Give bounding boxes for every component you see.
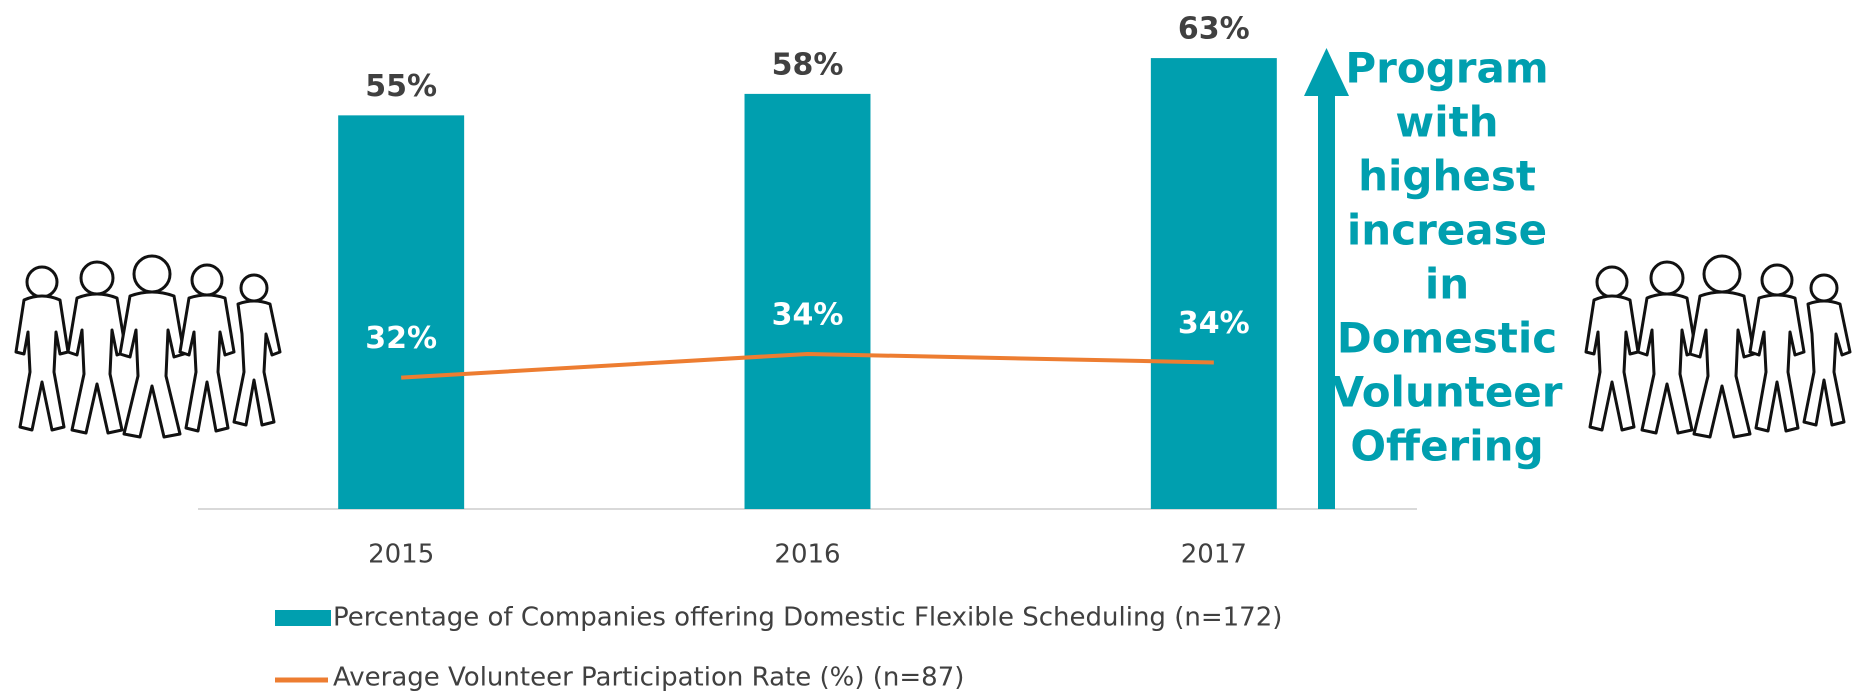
bar-value-label: 63% <box>1178 12 1250 47</box>
bar <box>338 115 465 509</box>
annotation-line: Volunteer <box>1331 368 1562 417</box>
line-value-label: 34% <box>1178 306 1250 341</box>
line-value-label: 34% <box>772 297 844 332</box>
legend-label: Percentage of Companies offering Domesti… <box>333 603 1282 633</box>
bar-value-label: 55% <box>365 69 437 104</box>
increase-arrow <box>1304 48 1349 509</box>
arrow-head <box>1304 48 1349 96</box>
legend-label: Average Volunteer Participation Rate (%)… <box>333 663 964 691</box>
people-icon <box>14 254 282 439</box>
line <box>401 351 1214 380</box>
x-tick-label: 2016 <box>774 540 840 570</box>
annotation-line: in <box>1425 260 1469 309</box>
x-tick-label: 2015 <box>368 540 434 570</box>
annotation-line: Domestic <box>1337 314 1557 363</box>
annotation-line: with <box>1395 98 1498 147</box>
people-icon <box>1584 254 1852 439</box>
x-tick-label: 2017 <box>1181 540 1247 570</box>
bar <box>1150 58 1277 509</box>
legend-swatch <box>275 610 331 626</box>
bar <box>744 93 871 509</box>
arrow-shaft <box>1318 95 1335 509</box>
annotation-line: increase <box>1347 206 1547 255</box>
annotation-line: highest <box>1358 152 1536 201</box>
annotation-line: Offering <box>1350 422 1543 471</box>
bar-value-label: 58% <box>772 47 844 82</box>
annotation-line: Program <box>1345 44 1548 93</box>
line-value-label: 32% <box>365 321 437 356</box>
